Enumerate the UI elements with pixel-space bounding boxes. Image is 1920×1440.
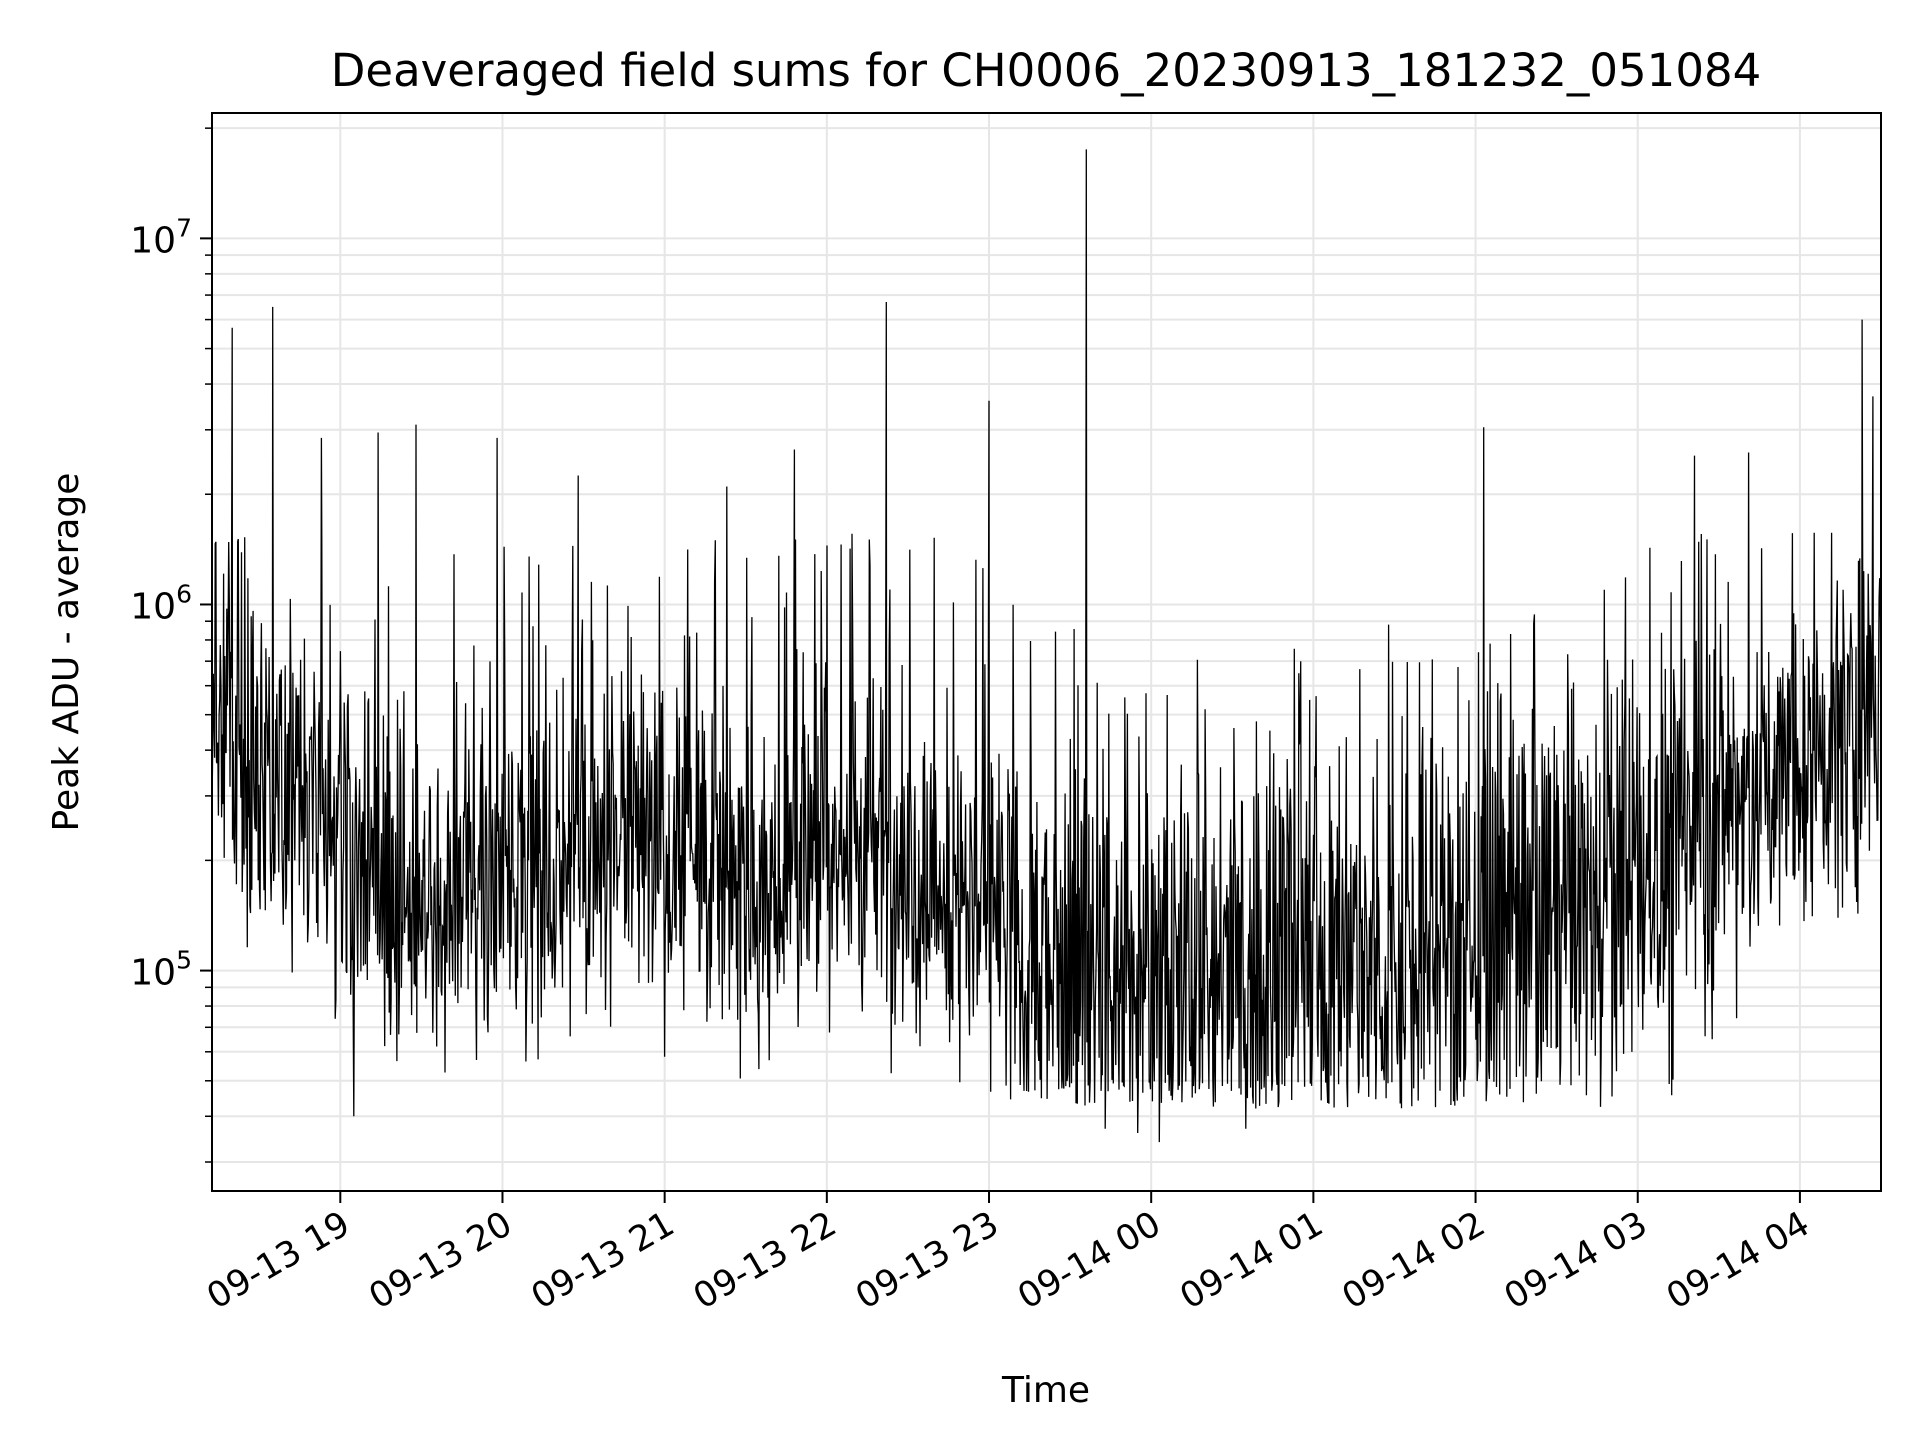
x-tick-label: 09-13 19	[201, 1204, 357, 1317]
x-tick-label: 09-14 03	[1498, 1204, 1654, 1317]
plot-frame	[211, 112, 1882, 1192]
x-axis-label: Time	[1001, 1370, 1090, 1411]
x-tick-label: 09-14 00	[1011, 1204, 1167, 1317]
y-tick-label: 106	[130, 579, 192, 627]
x-tick-label: 09-13 21	[525, 1204, 681, 1317]
series-trace	[211, 149, 1882, 1143]
y-tick-label: 105	[130, 946, 192, 994]
y-tick-base: 10	[130, 220, 176, 261]
x-tick-label: 09-14 02	[1336, 1204, 1492, 1317]
y-axis-label: Peak ADU - average	[46, 473, 87, 832]
y-tick-exponent: 5	[176, 946, 192, 975]
y-tick-base: 10	[130, 586, 176, 627]
x-tick-label: 09-13 22	[687, 1204, 843, 1317]
x-tick-label: 09-13 20	[363, 1204, 519, 1317]
x-axis: 09-13 19 09-13 20 09-13 21 09-13 22 09-13 23…	[201, 1191, 1816, 1317]
y-tick-exponent: 7	[176, 213, 192, 242]
x-tick-label: 09-14 04	[1660, 1204, 1816, 1317]
chart-title: Deaveraged field sums for CH0006_2023091…	[331, 44, 1761, 97]
y-tick-base: 10	[130, 953, 176, 994]
x-tick-label: 09-13 23	[849, 1204, 1005, 1317]
y-tick-label: 107	[130, 213, 192, 261]
series-line	[211, 149, 1882, 1143]
y-tick-exponent: 6	[176, 579, 192, 608]
x-tick-label: 09-14 01	[1174, 1204, 1330, 1317]
